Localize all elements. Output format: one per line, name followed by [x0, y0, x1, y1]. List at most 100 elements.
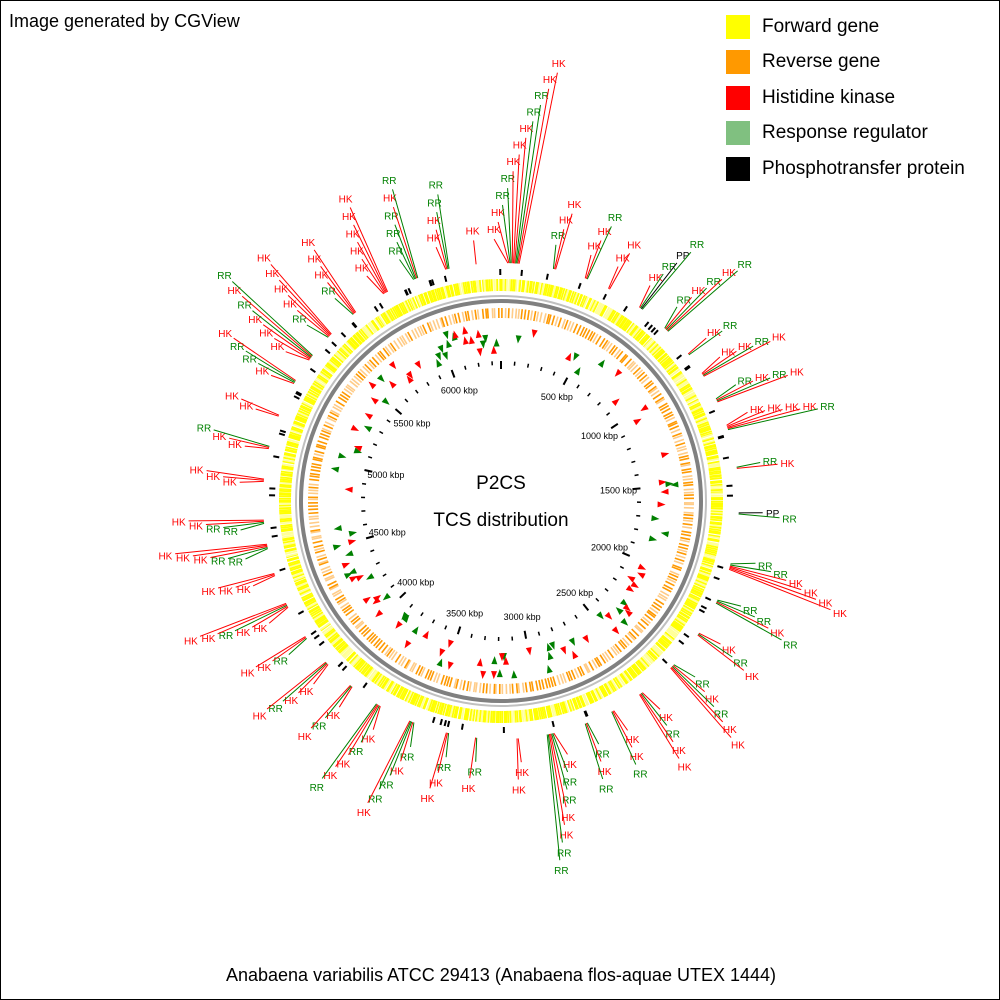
forward-gene-mark — [523, 709, 527, 722]
feature-label: HK — [236, 628, 250, 639]
forward-gene-mark — [642, 337, 653, 348]
tcs-gene-marker — [647, 324, 654, 331]
forward-gene-mark — [324, 364, 336, 374]
reverse-gene-mark — [308, 515, 319, 518]
tcs-gene-marker — [520, 269, 523, 277]
forward-gene-mark — [356, 660, 367, 672]
ruler-label: 2000 kbp — [591, 542, 628, 552]
feature-label: HK — [627, 241, 641, 252]
tcs-gene-arrow — [620, 598, 629, 607]
ruler-tick — [426, 381, 430, 387]
forward-gene-mark — [343, 649, 354, 660]
feature-callout-line — [349, 207, 389, 293]
tcs-gene-arrow — [660, 488, 669, 495]
forward-gene-mark — [361, 327, 371, 338]
feature-callout-line — [584, 723, 604, 780]
forward-gene-mark — [296, 581, 308, 588]
reverse-gene-mark — [323, 424, 334, 430]
forward-gene-mark — [545, 705, 550, 718]
reverse-gene-mark — [561, 318, 567, 329]
forward-gene-mark — [684, 600, 697, 609]
tcs-gene-marker — [623, 305, 628, 312]
forward-gene-mark — [584, 297, 592, 310]
tcs-gene-marker — [270, 526, 277, 530]
forward-gene-mark — [573, 697, 580, 710]
forward-gene-mark — [681, 607, 693, 615]
forward-gene-mark — [690, 589, 703, 596]
forward-gene-mark — [556, 287, 562, 300]
tcs-gene-arrow — [573, 352, 580, 361]
reverse-gene-mark — [529, 310, 534, 321]
reverse-gene-mark — [432, 320, 438, 331]
forward-gene-mark — [554, 286, 560, 299]
reverse-gene-mark — [678, 545, 689, 550]
reverse-gene-mark — [364, 363, 373, 372]
reverse-gene-mark — [466, 310, 471, 321]
forward-gene-mark — [303, 596, 316, 605]
forward-gene-mark — [286, 556, 299, 561]
forward-gene-mark — [535, 282, 540, 295]
forward-gene-mark — [325, 629, 336, 639]
forward-gene-mark — [298, 407, 311, 415]
forward-gene-mark — [355, 659, 365, 670]
forward-gene-mark — [509, 710, 512, 723]
forward-gene-mark — [390, 683, 398, 695]
reverse-gene-mark — [318, 559, 329, 565]
feature-label: RR — [437, 763, 451, 774]
feature-label: HK — [361, 734, 375, 745]
forward-gene-mark — [477, 280, 481, 293]
forward-gene-mark — [457, 706, 462, 720]
feature-callout-line — [285, 351, 310, 361]
feature-label: HK — [723, 725, 737, 736]
feature-label: HK — [616, 254, 630, 265]
reverse-gene-mark — [489, 683, 492, 694]
reverse-gene-mark — [311, 534, 322, 539]
forward-gene-mark — [528, 280, 532, 294]
feature-label: HK — [257, 253, 271, 264]
ruler-tick — [633, 528, 639, 531]
tcs-gene-arrow — [665, 481, 674, 488]
backbone-outline — [295, 295, 707, 707]
forward-gene-mark — [698, 571, 711, 577]
forward-gene-mark — [305, 393, 318, 401]
reverse-gene-mark — [426, 322, 432, 333]
forward-gene-mark — [381, 312, 390, 324]
feature-label: RR — [757, 617, 771, 628]
forward-gene-mark — [436, 702, 443, 715]
tcs-gene-marker — [722, 456, 730, 460]
feature-callout-line — [640, 262, 678, 310]
tcs-gene-marker — [278, 432, 286, 437]
tcs-gene-marker — [362, 682, 368, 689]
ruler-tick — [619, 565, 625, 570]
tcs-gene-arrow — [560, 645, 566, 655]
feature-callout-line — [394, 224, 417, 279]
reverse-gene-mark — [397, 655, 405, 666]
feature-label: RR — [268, 704, 282, 715]
forward-gene-mark — [710, 512, 723, 516]
forward-gene-mark — [638, 658, 649, 669]
reverse-gene-mark — [630, 364, 639, 373]
feature-label: RR — [563, 778, 577, 789]
forward-gene-mark — [283, 541, 296, 546]
feature-label: RR — [310, 783, 324, 794]
reverse-gene-mark — [358, 624, 368, 633]
feature-label: HK — [326, 711, 340, 722]
tcs-gene-arrow — [333, 524, 343, 531]
ruler-tick — [587, 392, 591, 397]
feature-callout-line — [726, 410, 766, 427]
reverse-gene-mark — [308, 489, 319, 492]
forward-gene-mark — [689, 592, 701, 600]
tcs-gene-marker — [704, 596, 712, 601]
feature-callout-line — [175, 543, 268, 555]
reverse-gene-mark — [349, 380, 359, 388]
forward-gene-mark — [641, 335, 651, 346]
reverse-gene-mark — [355, 373, 364, 381]
feature-label: HK — [588, 242, 602, 253]
reverse-gene-mark — [360, 626, 370, 635]
feature-label: HK — [568, 200, 582, 211]
tcs-gene-marker — [279, 567, 286, 572]
reverse-gene-mark — [664, 413, 674, 420]
ruler-tick — [576, 384, 580, 389]
forward-gene-mark — [643, 654, 653, 665]
reverse-gene-mark — [557, 317, 563, 328]
